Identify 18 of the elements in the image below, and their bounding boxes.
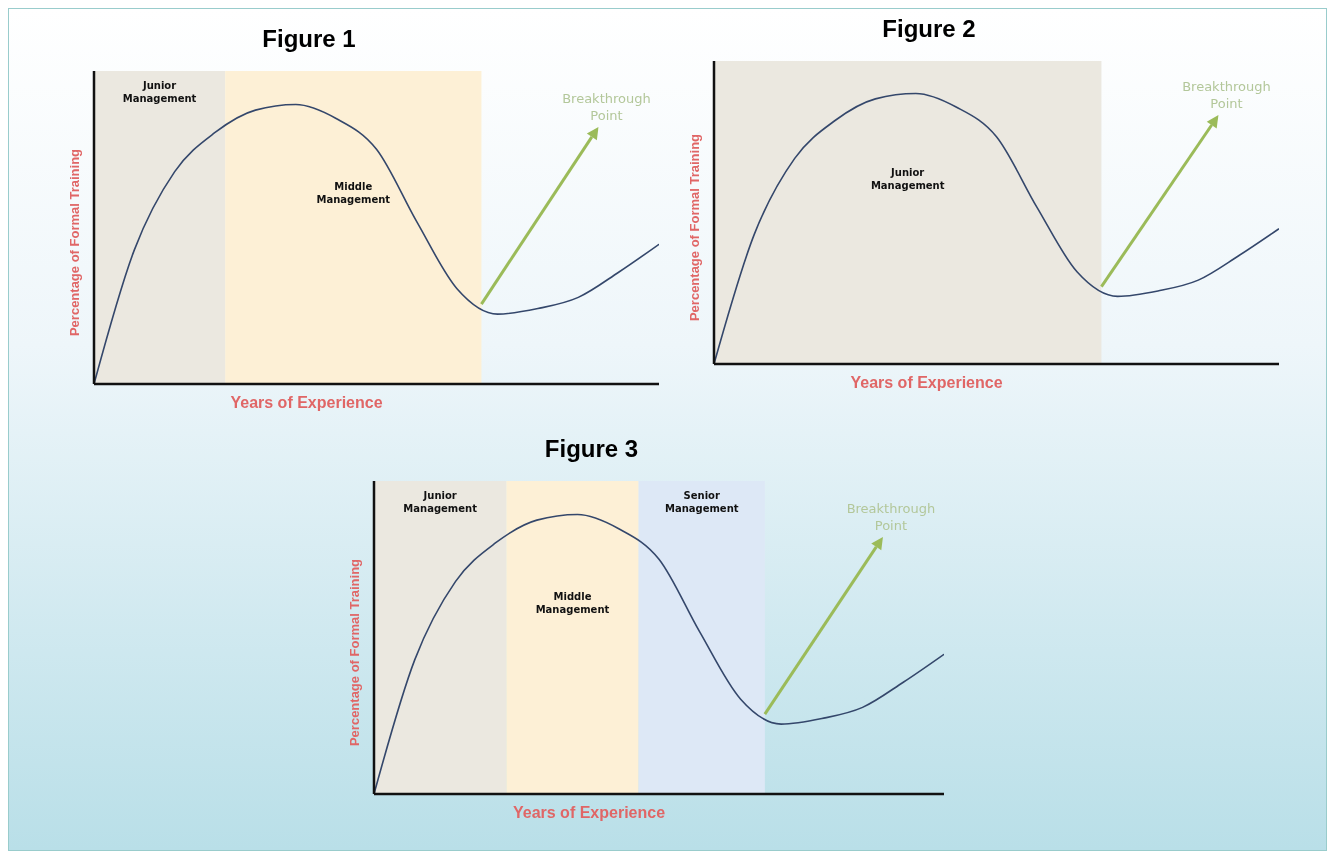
- annotation: Junior Management: [870, 167, 945, 192]
- text: Junior Management: [403, 490, 478, 514]
- y-axis-title: Percentage of Formal Training: [66, 148, 82, 337]
- y-axis-title: Percentage of Formal Training: [346, 558, 362, 747]
- chart-title: Figure 2: [881, 14, 977, 44]
- y-axis-title: Percentage of Formal Training: [686, 133, 702, 322]
- annotation: Breakthrough Point: [1182, 79, 1271, 112]
- chart-title: Figure 3: [543, 434, 640, 464]
- annotation: Breakthrough Point: [846, 500, 936, 533]
- x-axis-title: Years of Experience: [850, 374, 1003, 391]
- annotation: Middle Management: [535, 590, 610, 615]
- annotation: Middle Management: [316, 180, 391, 205]
- x-axis-title: Years of Experience: [230, 394, 383, 411]
- chart-title: Figure 1: [261, 24, 357, 54]
- text: Junior Management: [122, 80, 197, 104]
- text: Senior Management: [664, 490, 739, 514]
- x-axis-title: Years of Experience: [512, 804, 666, 821]
- annotation: Breakthrough Point: [562, 90, 651, 123]
